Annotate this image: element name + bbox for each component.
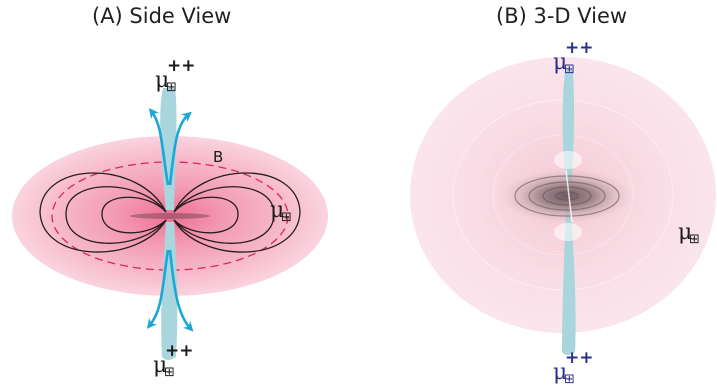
side-view-bottom-mu-label: μ ++ ⊞ [153, 341, 194, 380]
3d-view-top-mu-label: μ ++ ⊞ [553, 38, 594, 77]
3d-disk-core [499, 168, 635, 224]
disk-midplane [130, 213, 210, 219]
jet-top [160, 88, 177, 210]
side-view-top-mu-label: μ ++ ⊞ [155, 56, 196, 95]
side-view-title: (A) Side View [92, 4, 232, 28]
3d-view-title: (B) 3-D View [496, 4, 628, 28]
3d-view-bottom-mu-label: μ ++ ⊞ [553, 348, 594, 387]
field-lines-right [173, 172, 301, 253]
3d-view-diagram [410, 57, 716, 355]
magnetic-field-label: B [213, 148, 224, 166]
outflow-arrows [146, 108, 194, 332]
side-view-diagram [12, 88, 328, 360]
3d-jet-bottom [562, 205, 576, 355]
side-view-right-mu-label: μ ⊞ [270, 198, 292, 225]
field-lines-left [39, 172, 167, 253]
jet-bottom [161, 222, 178, 360]
3d-view-side-mu-label: μ ⊞ [678, 220, 700, 247]
